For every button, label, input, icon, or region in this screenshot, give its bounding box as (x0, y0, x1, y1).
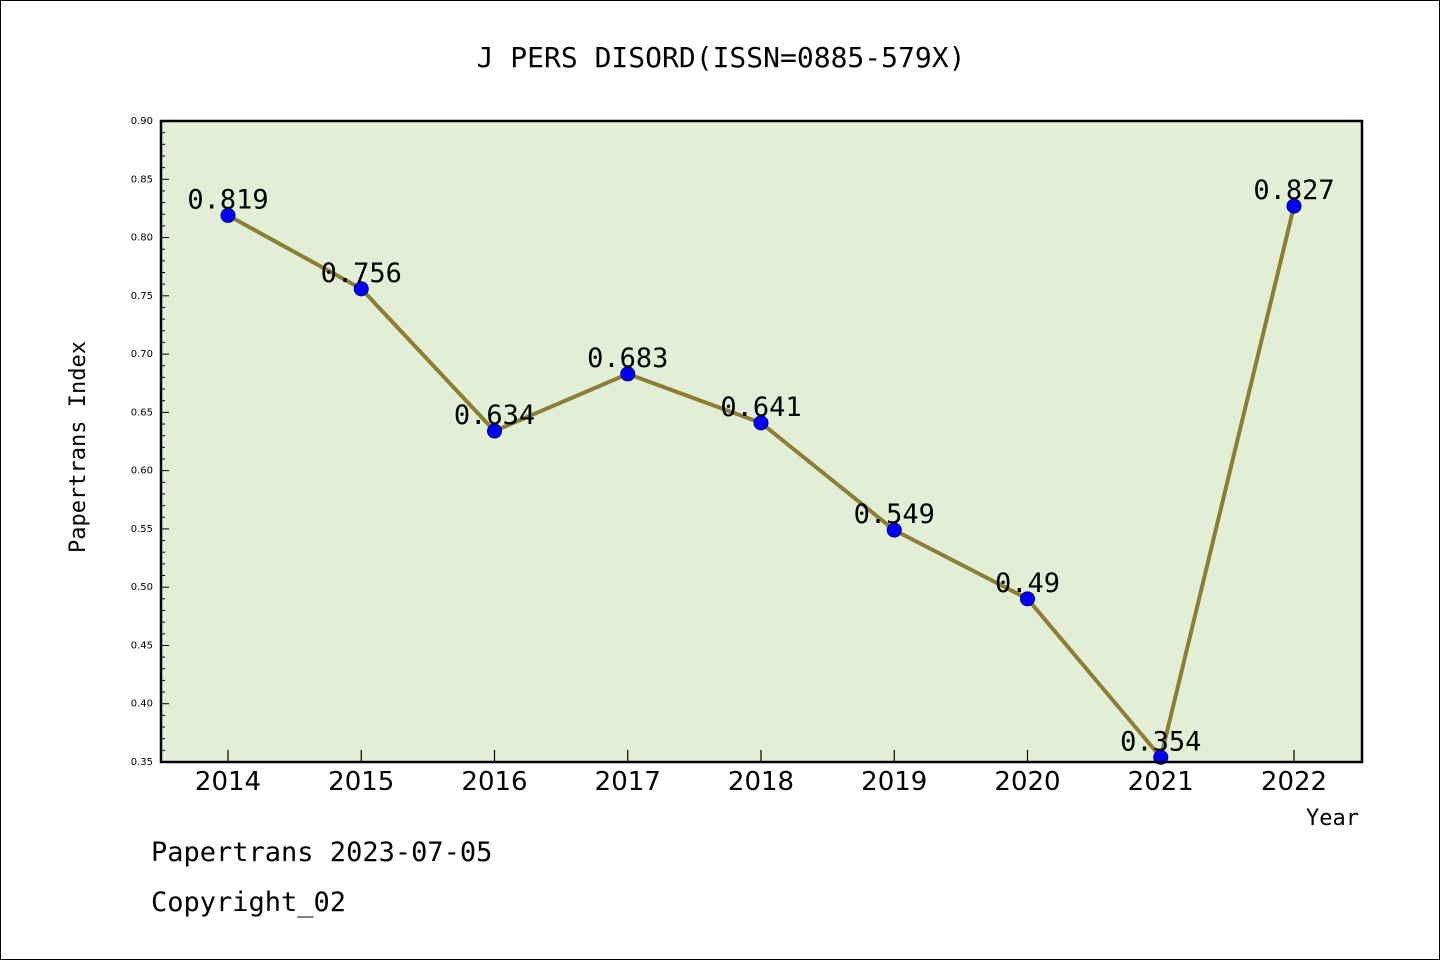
y-tick-label: 0.90 (131, 116, 153, 127)
data-point (1286, 198, 1302, 214)
x-tick-label: 2021 (1128, 767, 1194, 797)
y-tick-label: 0.80 (131, 233, 153, 244)
data-point (220, 207, 236, 223)
series-layer: 0.819 0.756 0.634 0.683 0.641 0.549 0.49 0.354 0… (187, 175, 1335, 765)
y-tick-label: 0.60 (131, 466, 153, 477)
y-tick-label: 0.50 (131, 582, 153, 593)
data-label: 0.634 (454, 400, 535, 431)
footer-date: Papertrans 2023-07-05 (151, 837, 493, 868)
plot-area (161, 121, 1362, 762)
plot-frame (159, 119, 1364, 764)
y-tick-label: 0.85 (131, 174, 153, 185)
y-tick-label: 0.35 (131, 757, 153, 768)
x-tick-label: 2017 (595, 767, 661, 797)
data-point (1020, 591, 1035, 607)
data-point (487, 423, 502, 439)
data-label: 0.819 (187, 184, 268, 215)
data-label: 0.641 (720, 392, 801, 423)
footer-copyright: Copyright_02 (151, 887, 347, 918)
y-tick-label: 0.75 (131, 291, 153, 302)
x-tick-label: 2018 (728, 767, 794, 797)
data-label: 0.827 (1253, 175, 1334, 206)
axis-ticks: 0.35 0.40 0.45 0.50 0.55 0.60 0.65 0.70 0.75 0.80… (131, 116, 1327, 797)
x-tick-label: 2014 (195, 767, 261, 797)
y-tick-label: 0.45 (131, 640, 153, 651)
y-axis-label: Papertrans Index (66, 341, 91, 553)
x-axis-label: Year (1306, 806, 1359, 831)
y-tick-label: 0.40 (131, 699, 153, 710)
x-tick-label: 2022 (1261, 767, 1327, 797)
x-tick-label: 2019 (861, 767, 927, 797)
data-label: 0.756 (321, 258, 402, 289)
x-tick-label: 2015 (328, 767, 394, 797)
y-tick-label: 0.55 (131, 524, 153, 535)
data-label: 0.49 (995, 568, 1060, 599)
data-point (353, 281, 369, 297)
data-label: 0.549 (854, 499, 935, 530)
data-label: 0.683 (587, 343, 668, 374)
x-tick-label: 2020 (994, 767, 1060, 797)
chart-title: J PERS DISORD(ISSN=0885-579X) (477, 41, 966, 74)
data-point (886, 522, 902, 538)
data-point (753, 415, 769, 431)
y-tick-label: 0.65 (131, 407, 153, 418)
data-label: 0.354 (1120, 726, 1201, 757)
data-point (620, 366, 636, 382)
y-tick-label: 0.70 (131, 349, 153, 360)
x-tick-label: 2016 (461, 767, 527, 797)
